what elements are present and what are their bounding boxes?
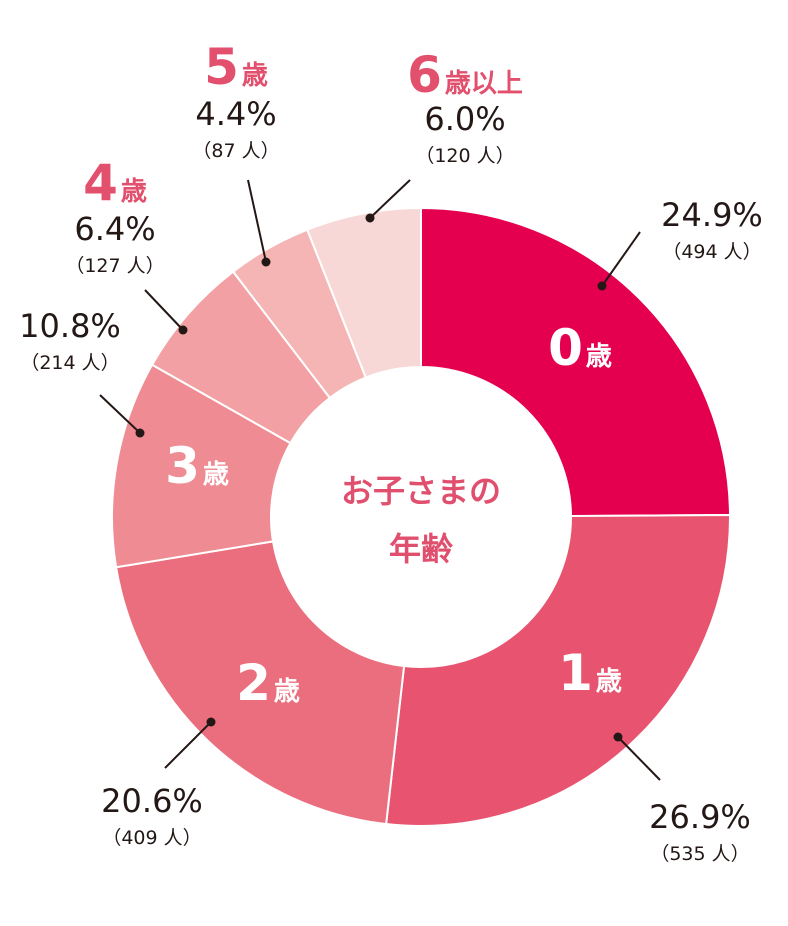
leader-dot-6 [365,213,375,223]
slice-count-4: （127 人） [65,255,164,277]
slice-count-1: （535 人） [650,843,749,865]
slice-age-labels: 0 歳 1 歳 2 歳 3 歳 [165,319,622,712]
leader-lines [99,179,661,781]
leader-line-0 [601,231,641,287]
slice-value-labels: 24.9% （494 人） 26.9% （535 人） 20.6% （409 人） 10.8… [19,38,763,865]
slice-age-label-6: 6 歳以上 [407,46,523,104]
leader-line-6 [369,179,411,219]
leader-line-5 [247,179,267,263]
slice-percent-5: 4.4% [195,95,276,133]
center-label-line-2: 年齢 [389,530,453,568]
leader-dot-4 [178,325,188,335]
donut-slice-0 [420,206,732,518]
donut-slice-2 [114,540,406,826]
leader-dot-2 [206,717,216,727]
leader-dot-0 [597,281,607,291]
slice-count-5: （87 人） [192,140,279,162]
slice-count-6: （120 人） [415,145,514,167]
leader-dot-3 [135,428,145,438]
leader-dot-1 [613,732,623,742]
donut-slice-3 [111,363,292,569]
slice-percent-3: 10.8% [19,307,121,345]
donut-slices [111,206,732,827]
center-label-line-1: お子さまの [341,472,501,510]
leader-line-3 [99,394,141,434]
slice-percent-2: 20.6% [101,782,203,820]
leader-line-1 [617,736,661,781]
leader-line-2 [164,721,212,769]
slice-count-2: （409 人） [102,827,201,849]
leader-line-4 [144,289,184,331]
slice-percent-1: 26.9% [649,798,751,836]
leader-dot-5 [261,257,271,267]
donut-slice-6 [305,206,422,379]
slice-percent-6: 6.0% [424,100,505,138]
slice-percent-0: 24.9% [661,196,763,234]
slice-count-3: （214 人） [20,352,119,374]
donut-slice-1 [385,514,731,827]
slice-percent-4: 6.4% [74,210,155,248]
slice-count-0: （494 人） [662,241,761,263]
